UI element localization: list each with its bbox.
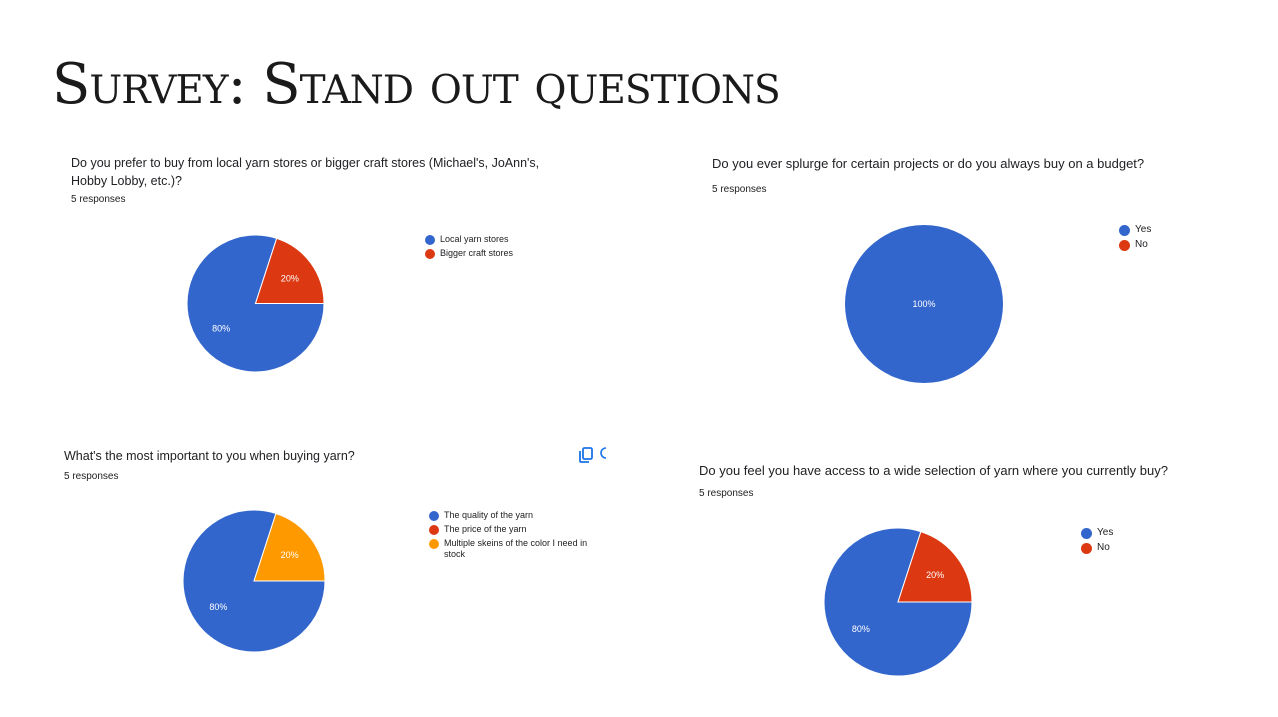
pie-slice-no <box>897 530 973 603</box>
question-panel-4: Do you feel you have access to a wide se… <box>699 462 1199 499</box>
legend-label: No <box>1097 542 1110 553</box>
pie-chart-1: 80% 20% <box>186 234 325 373</box>
copy-icon[interactable] <box>577 446 599 464</box>
question-panel-3: What's the most important to you when bu… <box>64 447 544 482</box>
legend-label: The quality of the yarn <box>444 510 534 520</box>
pie-slice-multiple-skeins-of-the-color-i-need-in-stock <box>253 512 326 582</box>
pie-data-label: 100% <box>912 299 935 309</box>
legend-label: Yes <box>1135 224 1152 235</box>
legend-swatch <box>425 249 435 259</box>
pie-data-label: 20% <box>281 274 299 284</box>
legend-item-no: No <box>1081 542 1181 554</box>
legend-label: The price of the yarn <box>444 524 527 534</box>
question-text: Do you prefer to buy from local yarn sto… <box>71 156 540 189</box>
chart-legend-2: Yes No <box>1119 224 1219 254</box>
legend-swatch <box>1119 225 1130 236</box>
pie-chart-2: 100% <box>845 225 1003 383</box>
legend-swatch <box>425 235 435 245</box>
response-count: 5 responses <box>712 183 767 195</box>
more-icon[interactable] <box>600 446 608 460</box>
legend-item-no: No <box>1119 239 1219 251</box>
legend-item-multiple-skeins-of-the-color-i-need-in-stock: Multiple skeins of the color I need in s… <box>429 538 604 560</box>
pie-slice-yes <box>845 225 1003 383</box>
legend-swatch <box>1081 528 1092 539</box>
pie-slice-local-yarn-stores <box>186 234 325 373</box>
legend-item-yes: Yes <box>1119 224 1219 236</box>
pie-slice-bigger-craft-stores <box>254 237 325 305</box>
pie-data-label: 80% <box>212 323 230 333</box>
question-panel-2: Do you ever splurge for certain projects… <box>712 155 1212 195</box>
chart-legend-1: Local yarn stores Bigger craft stores <box>425 234 585 262</box>
response-count: 5 responses <box>699 487 754 499</box>
legend-label: Yes <box>1097 527 1114 538</box>
legend-swatch <box>429 511 439 521</box>
pie-chart-3: 80% 20% <box>182 509 326 653</box>
legend-label: Local yarn stores <box>440 234 509 244</box>
legend-label: Bigger craft stores <box>440 248 514 258</box>
legend-item-local-yarn-stores: Local yarn stores <box>425 234 585 245</box>
pie-data-label: 20% <box>281 550 299 560</box>
legend-item-yes: Yes <box>1081 527 1181 539</box>
pie-data-label: 20% <box>926 570 944 580</box>
legend-item-the-price-of-the-yarn: The price of the yarn <box>429 524 604 535</box>
legend-swatch <box>1081 543 1092 554</box>
pie-data-label: 80% <box>209 602 227 612</box>
pie-data-label: 80% <box>852 624 870 634</box>
chart-legend-3: The quality of the yarn The price of the … <box>429 510 604 563</box>
slide-title: Survey: Stand out questions <box>52 52 781 117</box>
chart-legend-4: Yes No <box>1081 527 1181 557</box>
legend-item-the-quality-of-the-yarn: The quality of the yarn <box>429 510 604 521</box>
question-panel-1: Do you prefer to buy from local yarn sto… <box>71 154 551 205</box>
legend-swatch <box>1119 240 1130 251</box>
legend-swatch <box>429 525 439 535</box>
response-count: 5 responses <box>64 471 119 483</box>
question-text: Do you feel you have access to a wide se… <box>699 463 1168 478</box>
question-text: What's the most important to you when bu… <box>64 449 355 463</box>
legend-label: No <box>1135 239 1148 250</box>
pie-chart-4: 80% 20% <box>823 527 973 677</box>
pie-slice-yes <box>823 527 973 677</box>
legend-swatch <box>429 539 439 549</box>
question-text: Do you ever splurge for certain projects… <box>712 156 1145 171</box>
response-count: 5 responses <box>71 194 126 206</box>
legend-label: Multiple skeins of the color I need in s… <box>444 538 588 559</box>
legend-item-bigger-craft-stores: Bigger craft stores <box>425 248 585 259</box>
